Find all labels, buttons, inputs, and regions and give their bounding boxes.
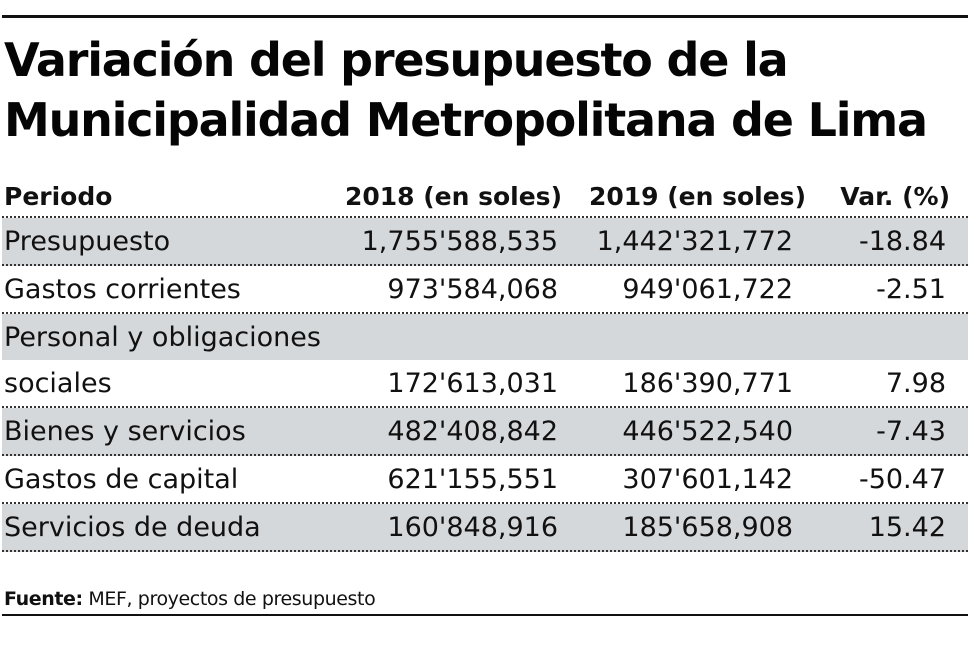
- row-label: Gastos de capital: [4, 463, 239, 495]
- table-row: Bienes y servicios 482'408,842 446'522,5…: [2, 408, 968, 456]
- row-2019: 186'390,771: [622, 367, 793, 399]
- budget-table: Periodo 2018 (en soles) 2019 (en soles) …: [2, 176, 968, 552]
- title-line-2: Municipalidad Metropolitana de Lima: [4, 93, 928, 147]
- row-label: Personal y obligaciones: [4, 321, 321, 353]
- row-var: 7.98: [885, 367, 946, 399]
- table-row: sociales 172'613,031 186'390,771 7.98: [2, 360, 968, 408]
- row-label: Gastos corrientes: [4, 273, 241, 305]
- header-periodo: Periodo: [4, 181, 113, 211]
- row-label: Presupuesto: [4, 225, 171, 257]
- row-2018: 160'848,916: [387, 511, 558, 543]
- row-label: Bienes y servicios: [4, 415, 246, 447]
- header-2018: 2018 (en soles): [344, 181, 562, 211]
- row-var: -18.84: [858, 225, 946, 257]
- source-note: Fuente: MEF, proyectos de presupuesto: [4, 588, 376, 610]
- page-title: Variación del presupuesto de la Municipa…: [4, 30, 928, 150]
- top-rule: [2, 15, 968, 18]
- row-2019: 446'522,540: [622, 415, 793, 447]
- table-row: Presupuesto 1,755'588,535 1,442'321,772 …: [2, 218, 968, 266]
- row-2018: 621'155,551: [387, 463, 558, 495]
- header-var: Var. (%): [840, 181, 950, 211]
- source-text: MEF, proyectos de presupuesto: [82, 588, 376, 610]
- header-2019: 2019 (en soles): [588, 181, 806, 211]
- table-row: Personal y obligaciones: [2, 314, 968, 360]
- table-row: Gastos corrientes 973'584,068 949'061,72…: [2, 266, 968, 314]
- title-line-1: Variación del presupuesto de la: [4, 33, 789, 87]
- bottom-rule: [2, 614, 968, 616]
- source-label: Fuente:: [4, 588, 83, 610]
- row-2019: 1,442'321,772: [596, 225, 793, 257]
- row-2019: 185'658,908: [622, 511, 793, 543]
- row-var: -7.43: [876, 415, 946, 447]
- table-row: Gastos de capital 621'155,551 307'601,14…: [2, 456, 968, 504]
- row-label: sociales: [4, 367, 112, 399]
- row-2019: 949'061,722: [622, 273, 793, 305]
- row-2018: 973'584,068: [387, 273, 558, 305]
- row-label: Servicios de deuda: [4, 511, 261, 543]
- row-2018: 482'408,842: [387, 415, 558, 447]
- row-var: -2.51: [876, 273, 946, 305]
- row-2019: 307'601,142: [622, 463, 793, 495]
- table-row: Servicios de deuda 160'848,916 185'658,9…: [2, 504, 968, 552]
- row-2018: 172'613,031: [387, 367, 558, 399]
- table-header-row: Periodo 2018 (en soles) 2019 (en soles) …: [2, 176, 968, 218]
- row-var: -50.47: [858, 463, 946, 495]
- row-2018: 1,755'588,535: [361, 225, 558, 257]
- row-var: 15.42: [868, 511, 946, 543]
